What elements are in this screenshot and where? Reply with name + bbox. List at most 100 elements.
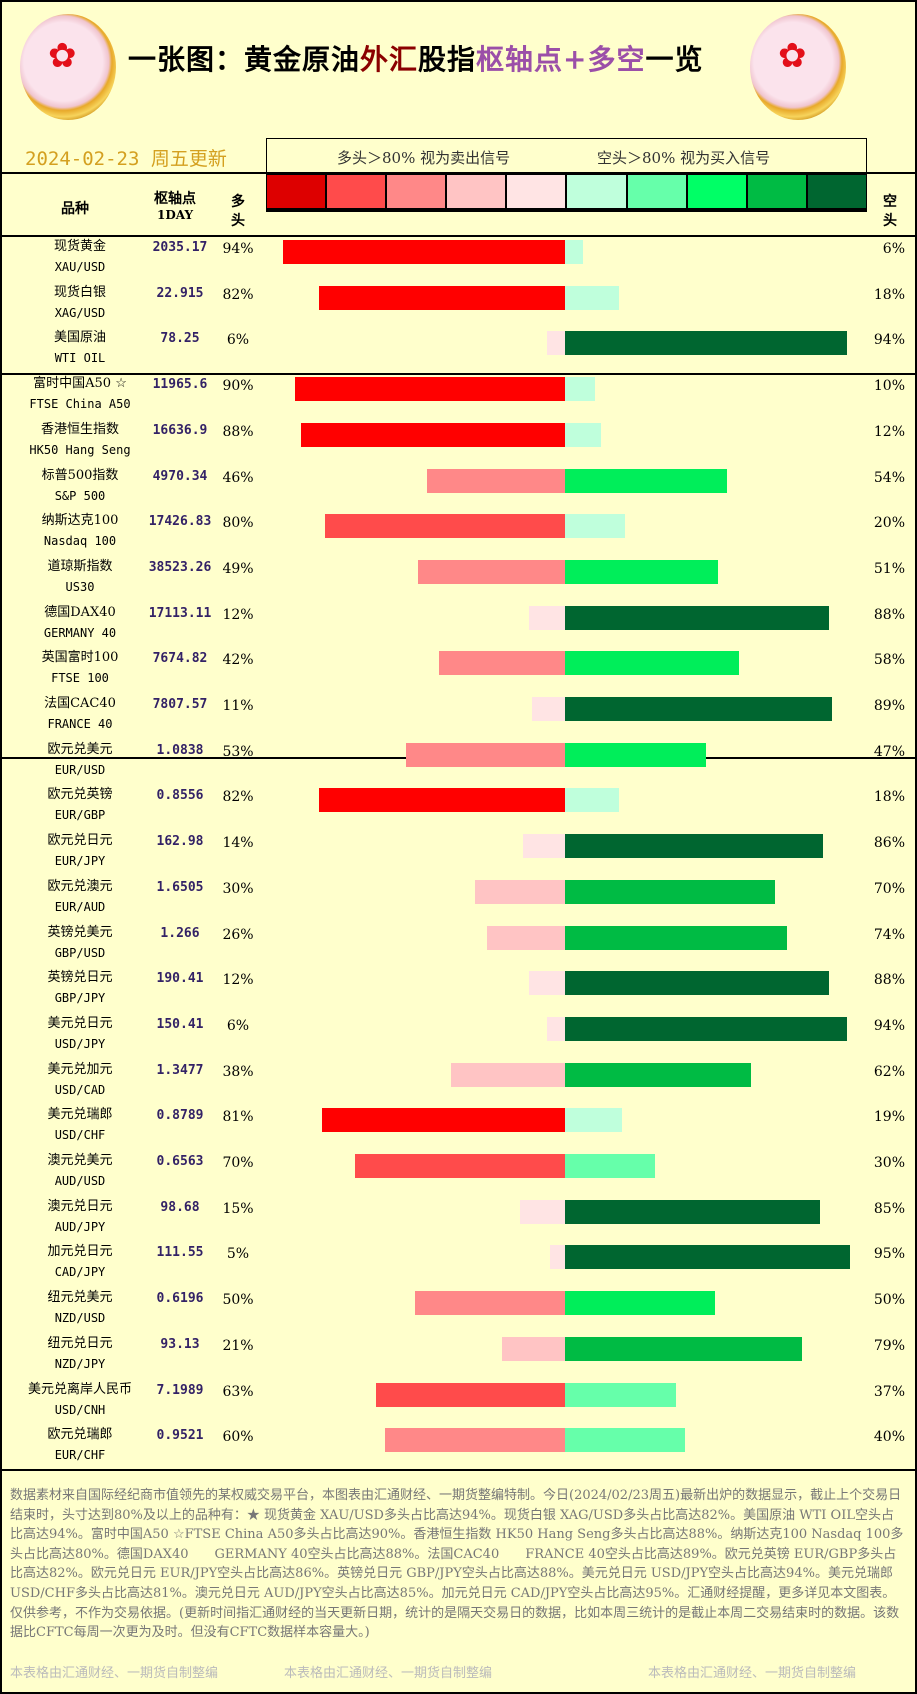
color-swatch bbox=[446, 174, 507, 209]
short-percent: 94% bbox=[873, 332, 905, 349]
long-percent: 26% bbox=[222, 926, 254, 943]
long-bar bbox=[547, 1016, 565, 1041]
table-row: 标普500指数 S&P 500 4970.34 46% 54% bbox=[0, 466, 917, 512]
pivot-value: 0.6563 bbox=[156, 1154, 204, 1169]
short-percent: 50% bbox=[873, 1292, 905, 1309]
instrument-code: AUD/USD bbox=[54, 1174, 106, 1188]
header-pivot: 枢轴点 bbox=[154, 191, 196, 207]
table-row: 欧元兑日元 EUR/JPY 162.98 14% 86% bbox=[0, 831, 917, 877]
pivot-value: 93.13 bbox=[160, 1336, 200, 1352]
table-row: 道琼斯指数 US30 38523.26 49% 51% bbox=[0, 557, 917, 603]
short-percent: 10% bbox=[873, 378, 905, 395]
table-row: 美元兑日元 USD/JPY 150.41 6% 94% bbox=[0, 1014, 917, 1060]
instrument-name: 加元兑日元 bbox=[47, 1244, 113, 1260]
legend-long: 多头＞80% 视为卖出信号 bbox=[337, 149, 511, 167]
color-swatch bbox=[746, 174, 807, 209]
long-bar bbox=[487, 925, 565, 950]
table-row: 英镑兑日元 GBP/JPY 190.41 12% 88% bbox=[0, 968, 917, 1014]
long-bar bbox=[355, 1154, 565, 1178]
short-percent: 86% bbox=[873, 835, 905, 852]
instrument-code: USD/CAD bbox=[54, 1082, 106, 1097]
short-percent: 40% bbox=[873, 1429, 905, 1446]
credit: 本表格由汇通财经、一期货自制整编 bbox=[284, 1666, 493, 1681]
long-percent: 90% bbox=[222, 378, 254, 395]
instrument-code: EUR/JPY bbox=[54, 854, 106, 869]
page-title: 一张图：黄金原油外汇股指枢轴点+多空一览 bbox=[128, 38, 704, 78]
long-bar bbox=[418, 559, 565, 584]
title-part: 枢轴点+多空 bbox=[476, 43, 646, 76]
pivot-value: 0.6196 bbox=[156, 1291, 204, 1307]
instrument-code: S&P 500 bbox=[54, 488, 106, 503]
table-row: 美元兑离岸人民币 USD/CNH 7.1989 63% 37% bbox=[0, 1380, 917, 1426]
instrument-code: FTSE 100 bbox=[51, 671, 109, 686]
table-row: 美元兑加元 USD/CAD 1.3477 38% 62% bbox=[0, 1060, 917, 1106]
instrument-code: GBP/USD bbox=[54, 945, 106, 960]
title-part: 外汇 bbox=[360, 43, 419, 76]
instrument-name: 英国富时100 bbox=[41, 650, 119, 666]
short-bar bbox=[565, 651, 739, 676]
instrument-name: 法国CAC40 bbox=[44, 696, 116, 711]
instrument-name: 美元兑日元 bbox=[47, 1015, 113, 1031]
instrument-name: 美国原油 bbox=[53, 330, 106, 346]
pivot-value: 1.3477 bbox=[156, 1062, 204, 1078]
long-bar bbox=[529, 605, 565, 630]
instrument-name: 美元兑瑞郎 bbox=[47, 1107, 113, 1123]
color-swatch bbox=[386, 174, 447, 209]
short-bar bbox=[565, 240, 583, 264]
pivot-value: 16636.9 bbox=[152, 422, 208, 438]
table-row: 现货黄金 XAU/USD 2035.17 94% 6% bbox=[0, 237, 917, 283]
table-row: 法国CAC40 FRANCE 40 7807.57 11% 89% bbox=[0, 694, 917, 740]
instrument-code: GBP/JPY bbox=[54, 991, 106, 1006]
color-swatch bbox=[566, 174, 627, 209]
pivot-value: 98.68 bbox=[160, 1199, 200, 1215]
long-percent: 14% bbox=[222, 835, 254, 852]
long-percent: 53% bbox=[222, 743, 254, 760]
long-bar bbox=[376, 1382, 565, 1407]
instrument-name: 纳斯达克100 bbox=[41, 513, 119, 529]
short-bar bbox=[565, 1108, 622, 1133]
pivot-value: 0.9521 bbox=[156, 1428, 204, 1444]
long-bar bbox=[502, 1336, 565, 1361]
pivot-value: 1.266 bbox=[160, 925, 200, 941]
instrument-name: 香港恒生指数 bbox=[40, 421, 119, 437]
short-percent: 30% bbox=[873, 1155, 905, 1171]
short-percent: 6% bbox=[882, 241, 905, 257]
color-swatch bbox=[686, 174, 747, 209]
long-bar bbox=[283, 240, 565, 264]
instrument-code: XAG/USD bbox=[54, 305, 106, 320]
color-swatch bbox=[806, 174, 867, 209]
long-percent: 21% bbox=[222, 1337, 254, 1354]
pivot-value: 162.98 bbox=[156, 834, 204, 850]
short-bar bbox=[565, 1199, 820, 1224]
logo-left: ✿ bbox=[20, 14, 116, 120]
instrument-code: WTI OIL bbox=[54, 351, 106, 366]
long-percent: 50% bbox=[222, 1292, 254, 1309]
pivot-value: 2035.17 bbox=[152, 240, 208, 255]
short-bar bbox=[565, 422, 601, 447]
short-bar bbox=[565, 1016, 847, 1041]
table-row: 澳元兑日元 AUD/JPY 98.68 15% 85% bbox=[0, 1197, 917, 1243]
instrument-code: USD/CNH bbox=[54, 1402, 106, 1417]
table-row: 欧元兑澳元 EUR/AUD 1.6505 30% 70% bbox=[0, 877, 917, 923]
long-percent: 6% bbox=[226, 332, 250, 349]
short-percent: 95% bbox=[873, 1246, 905, 1263]
divider bbox=[0, 1469, 917, 1471]
long-bar bbox=[406, 742, 565, 767]
long-bar bbox=[529, 971, 565, 996]
short-percent: 54% bbox=[873, 469, 905, 486]
long-percent: 12% bbox=[222, 972, 254, 989]
short-bar bbox=[565, 925, 787, 950]
long-bar bbox=[319, 788, 565, 813]
long-bar bbox=[532, 697, 565, 721]
instrument-name: 欧元兑日元 bbox=[47, 833, 113, 849]
long-bar bbox=[325, 514, 565, 539]
short-bar bbox=[565, 1336, 802, 1361]
color-swatch bbox=[626, 174, 687, 209]
instrument-code: Nasdaq 100 bbox=[43, 534, 117, 549]
short-percent: 18% bbox=[873, 286, 905, 303]
long-percent: 11% bbox=[222, 698, 254, 714]
pivot-value: 17426.83 bbox=[148, 514, 212, 530]
instrument-name: 纽元兑美元 bbox=[47, 1290, 113, 1306]
header-short: 空 头 bbox=[883, 194, 897, 229]
